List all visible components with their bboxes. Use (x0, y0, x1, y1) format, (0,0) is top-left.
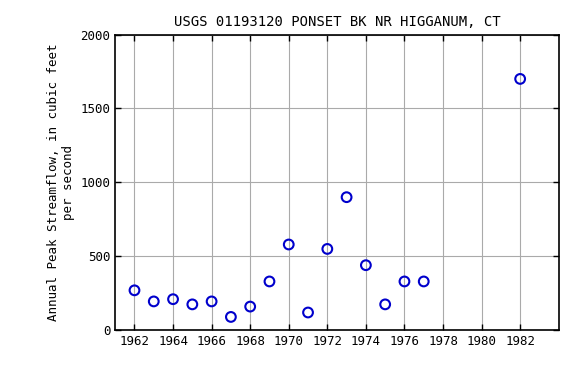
Point (188, 301, 197, 308)
Title: USGS 01193120 PONSET BK NR HIGGANUM, CT: USGS 01193120 PONSET BK NR HIGGANUM, CT (173, 15, 501, 29)
Point (419, 278, 429, 285)
Point (516, 76, 525, 82)
Point (245, 303, 255, 310)
Y-axis label: Annual Peak Streamflow, in cubic feet
per second: Annual Peak Streamflow, in cubic feet pe… (47, 44, 75, 321)
Point (168, 296, 177, 302)
Point (361, 262, 370, 268)
Point (130, 287, 139, 293)
Point (149, 298, 158, 305)
Point (400, 278, 409, 285)
Point (265, 278, 274, 285)
Point (381, 301, 390, 308)
Point (323, 246, 332, 252)
Point (207, 298, 216, 305)
Point (284, 242, 293, 248)
Point (226, 314, 236, 320)
Point (342, 194, 351, 200)
Point (304, 310, 313, 316)
